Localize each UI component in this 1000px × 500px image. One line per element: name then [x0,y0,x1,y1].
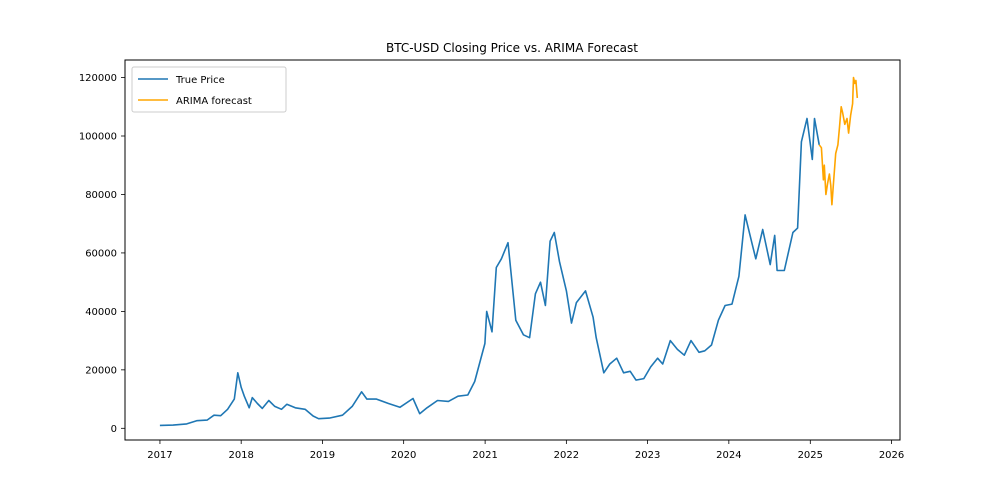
series-line-arima-forecast [818,76,859,206]
x-axis: 2017 2018 2019 2020 2021 2022 2023 2024 2025 2026 [147,440,904,461]
legend: True Price ARIMA forecast [131,66,287,113]
series-layer [159,76,859,427]
legend-box [131,66,287,113]
y-tick-label: 20000 [85,365,117,376]
series-line-true-price [159,117,820,427]
x-tick-label: 2017 [147,450,172,461]
x-tick-label: 2025 [798,450,823,461]
chart-title: BTC-USD Closing Price vs. ARIMA Forecast [386,41,638,55]
legend-label-arima-forecast: ARIMA forecast [176,96,252,107]
x-tick-label: 2018 [228,450,253,461]
x-tick-label: 2021 [472,450,497,461]
y-tick-label: 60000 [85,248,117,259]
y-tick-label: 120000 [79,73,117,84]
x-tick-label: 2020 [391,450,416,461]
x-tick-label: 2023 [635,450,660,461]
y-tick-label: 100000 [79,132,117,143]
legend-label-true-price: True Price [175,75,225,86]
x-tick-label: 2022 [554,450,579,461]
plot-area-frame [124,59,901,441]
x-tick-label: 2024 [716,450,741,461]
y-tick-label: 40000 [85,307,117,318]
y-tick-label: 0 [111,424,117,435]
x-tick-label: 2019 [310,450,335,461]
x-tick-label: 2026 [879,450,904,461]
y-tick-label: 80000 [85,190,117,201]
y-axis: 0 20000 40000 60000 80000 100000 120000 [79,73,125,435]
